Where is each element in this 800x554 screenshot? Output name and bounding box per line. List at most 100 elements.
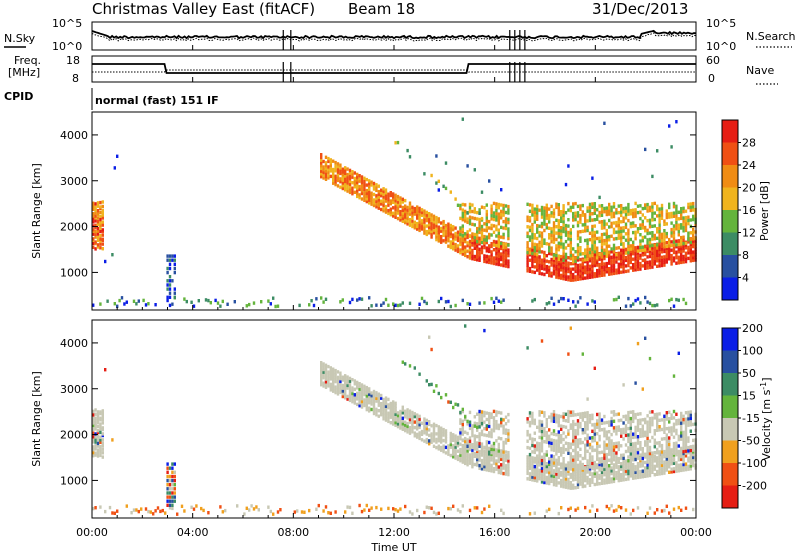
v-cell: [483, 464, 486, 469]
p-cell: [368, 187, 371, 191]
p-cell: [632, 243, 635, 248]
v-cell: [588, 462, 592, 466]
p-cell: [576, 300, 580, 304]
v-cell: [641, 456, 644, 460]
p-cell: [610, 250, 613, 254]
v-cell: [617, 470, 620, 474]
p-cell: [627, 269, 630, 273]
p-cell: [171, 279, 174, 283]
v-cell: [629, 460, 632, 464]
v-cell: [672, 469, 676, 474]
v-cell: [464, 324, 467, 328]
v-cell: [528, 463, 532, 468]
v-cell: [675, 431, 678, 436]
v-cell: [394, 401, 397, 405]
p-cell: [593, 230, 596, 235]
p-cell: [94, 232, 97, 236]
v-cell: [322, 381, 325, 385]
p-cell: [653, 245, 656, 250]
v-cell: [166, 474, 169, 479]
v-cell: [317, 503, 320, 508]
p-cell: [101, 233, 104, 237]
p-cell: [209, 301, 212, 305]
v-cell: [372, 398, 376, 402]
v-cell: [692, 461, 695, 465]
p-cell: [365, 191, 368, 196]
v-cell: [641, 458, 644, 462]
v-cell: [588, 480, 592, 485]
v-cell: [617, 465, 620, 469]
v-cell: [404, 428, 407, 433]
p-cell: [660, 244, 664, 248]
p-cell: [461, 244, 464, 248]
p-cell: [418, 302, 421, 306]
v-cell: [476, 412, 479, 416]
v-cell: [629, 445, 632, 450]
p-cell: [687, 240, 690, 244]
p-cell: [490, 204, 493, 208]
v-cell: [442, 444, 445, 448]
v-cell: [562, 418, 565, 422]
p-cell: [267, 299, 270, 303]
v-cell: [492, 467, 496, 471]
colorbar-tick-label: 16: [742, 204, 756, 217]
p-cell: [166, 295, 169, 299]
p-cell: [504, 242, 508, 247]
p-cell: [468, 256, 472, 260]
v-cell: [627, 417, 630, 421]
p-cell: [557, 235, 560, 239]
v-cell: [368, 390, 371, 394]
v-cell: [641, 472, 644, 476]
p-cell: [480, 248, 484, 252]
v-cell: [459, 450, 462, 455]
v-cell: [104, 509, 107, 514]
v-cell: [346, 505, 349, 509]
p-cell: [339, 171, 342, 176]
p-cell: [96, 229, 100, 233]
p-cell: [656, 149, 659, 153]
v-cell: [689, 410, 692, 414]
p-cell: [404, 207, 407, 211]
v-cell: [603, 414, 606, 419]
v-cell: [526, 439, 529, 443]
p-cell: [629, 208, 632, 213]
v-cell: [636, 464, 640, 469]
v-cell: [99, 450, 102, 454]
v-cell: [680, 427, 683, 432]
v-cell: [646, 455, 649, 460]
v-cell: [603, 462, 606, 467]
p-cell: [322, 165, 325, 169]
p-cell: [394, 193, 397, 197]
p-cell: [96, 201, 100, 205]
v-cell: [591, 448, 594, 453]
p-cell: [651, 257, 654, 261]
p-cell: [557, 267, 560, 272]
p-cell: [579, 239, 582, 243]
v-cell: [648, 356, 652, 361]
p-cell: [692, 239, 695, 243]
noise-left-tick-top: 10^5: [52, 17, 82, 30]
v-cell: [605, 480, 608, 485]
v-cell: [442, 449, 445, 454]
p-cell: [588, 238, 592, 242]
v-cell: [639, 441, 642, 445]
v-cell: [596, 457, 599, 462]
p-cell: [610, 263, 613, 268]
v-cell: [572, 426, 575, 430]
p-cell: [622, 261, 625, 266]
p-cell: [447, 299, 450, 304]
v-cell: [612, 442, 616, 446]
p-cell: [603, 248, 606, 252]
p-cell: [370, 197, 373, 201]
v-cell: [627, 477, 630, 481]
v-cell: [632, 432, 635, 436]
p-cell: [574, 304, 577, 308]
p-cell: [248, 302, 251, 307]
v-cell: [440, 437, 443, 441]
p-cell: [574, 261, 577, 265]
p-cell: [687, 218, 690, 223]
v-cell: [504, 472, 508, 476]
p-cell: [653, 256, 656, 261]
p-cell: [579, 213, 582, 218]
p-cell: [569, 262, 572, 266]
